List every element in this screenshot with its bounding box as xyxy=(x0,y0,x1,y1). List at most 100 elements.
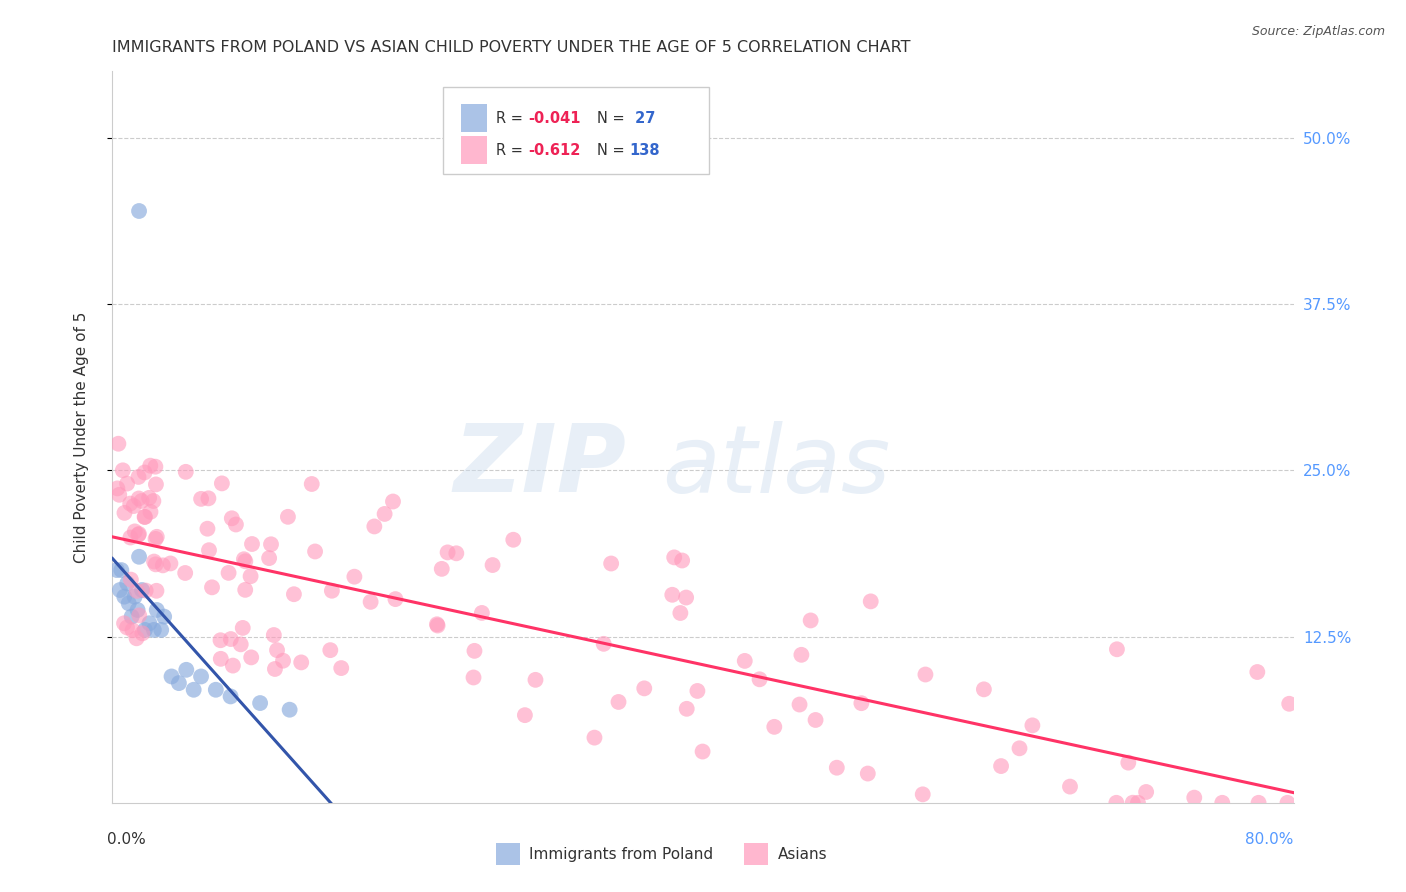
Text: N =: N = xyxy=(596,143,628,158)
Text: atlas: atlas xyxy=(662,421,890,512)
Point xyxy=(190,491,212,506)
Point xyxy=(150,623,173,637)
Point xyxy=(139,458,162,473)
Point xyxy=(675,591,697,605)
Point xyxy=(127,470,149,484)
Point xyxy=(120,573,142,587)
Point xyxy=(121,609,143,624)
FancyBboxPatch shape xyxy=(461,136,486,164)
Point xyxy=(430,562,453,576)
Point xyxy=(124,590,146,604)
Point xyxy=(804,713,827,727)
Point xyxy=(105,482,128,496)
Point xyxy=(219,690,242,704)
Point xyxy=(125,583,148,598)
Point xyxy=(283,587,305,601)
Point xyxy=(990,759,1012,773)
Point xyxy=(174,465,197,479)
Point xyxy=(127,528,149,542)
Point xyxy=(914,667,936,681)
Point xyxy=(198,543,221,558)
Point xyxy=(692,745,714,759)
Point xyxy=(463,671,485,685)
Point xyxy=(524,673,547,687)
Text: -0.612: -0.612 xyxy=(529,143,581,158)
Point xyxy=(232,621,254,635)
Point xyxy=(1246,665,1268,679)
Point xyxy=(1122,796,1144,810)
Point xyxy=(240,650,263,665)
Point xyxy=(330,661,353,675)
Point xyxy=(426,617,449,632)
Point xyxy=(734,654,756,668)
Point xyxy=(143,555,166,569)
Point xyxy=(221,511,243,525)
Point xyxy=(134,509,156,524)
Point xyxy=(763,720,786,734)
Point xyxy=(135,583,157,598)
Point xyxy=(145,459,167,474)
Point xyxy=(118,596,141,610)
Point xyxy=(190,669,212,683)
Point xyxy=(146,603,169,617)
Point xyxy=(321,583,343,598)
Text: R =: R = xyxy=(496,143,527,158)
Point xyxy=(134,510,156,524)
Point xyxy=(304,544,326,558)
Point xyxy=(209,652,232,666)
Point xyxy=(142,623,165,637)
Point xyxy=(319,643,342,657)
Point xyxy=(197,522,219,536)
Point xyxy=(128,549,150,564)
Point xyxy=(343,570,366,584)
Point xyxy=(661,588,683,602)
Point xyxy=(138,616,160,631)
Point xyxy=(463,644,485,658)
Point xyxy=(120,531,142,545)
Point xyxy=(446,546,468,560)
Point xyxy=(859,594,882,608)
Point xyxy=(128,204,150,219)
Point xyxy=(363,519,385,533)
Point xyxy=(127,603,149,617)
Text: -0.041: -0.041 xyxy=(529,111,581,126)
Point xyxy=(249,696,271,710)
Point xyxy=(240,537,263,551)
Point xyxy=(225,517,247,532)
Point xyxy=(671,553,693,567)
Point xyxy=(111,463,134,477)
Point xyxy=(1059,780,1081,794)
Point xyxy=(229,637,252,651)
Point xyxy=(120,497,142,511)
Point xyxy=(125,632,148,646)
Point xyxy=(1247,796,1270,810)
Point xyxy=(134,623,156,637)
Point xyxy=(911,788,934,802)
Text: 80.0%: 80.0% xyxy=(1246,832,1294,847)
Point xyxy=(209,633,232,648)
Point xyxy=(117,576,138,591)
Point xyxy=(219,632,242,646)
Text: Immigrants from Poland: Immigrants from Poland xyxy=(530,847,713,862)
Point xyxy=(263,628,285,642)
Point xyxy=(669,606,692,620)
Point xyxy=(266,643,288,657)
Point xyxy=(1182,790,1205,805)
Point xyxy=(789,698,811,712)
Text: R =: R = xyxy=(496,111,527,126)
Point xyxy=(152,558,174,573)
Point xyxy=(134,466,156,480)
Point xyxy=(1278,697,1301,711)
Point xyxy=(174,663,197,677)
Point xyxy=(239,569,262,583)
Point xyxy=(110,563,132,577)
FancyBboxPatch shape xyxy=(461,104,486,132)
Point xyxy=(114,506,136,520)
Point xyxy=(382,494,405,508)
Point xyxy=(260,537,283,551)
Point xyxy=(481,558,503,572)
Point xyxy=(108,582,131,597)
Point xyxy=(108,488,131,502)
Point xyxy=(1021,718,1043,732)
Point xyxy=(128,527,150,541)
